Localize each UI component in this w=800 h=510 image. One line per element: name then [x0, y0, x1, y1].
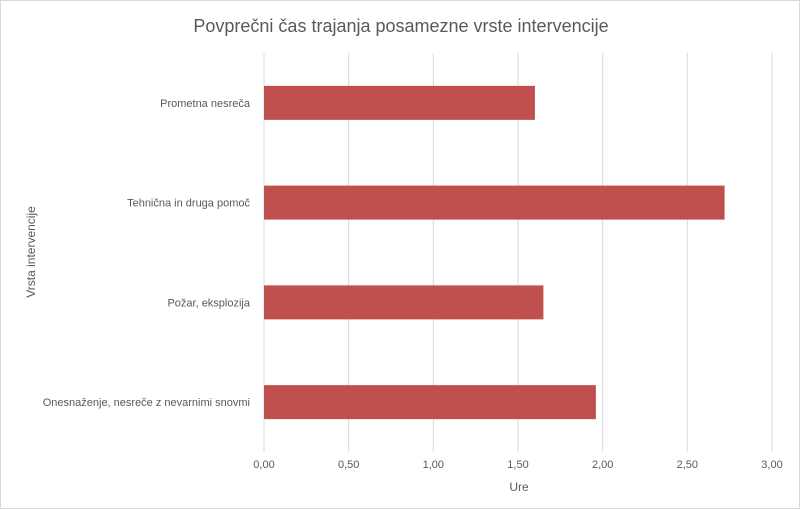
x-tick-label: 2,00 [592, 459, 613, 471]
x-axis-title: Ure [509, 480, 529, 494]
x-tick-label: 2,50 [677, 459, 698, 471]
category-label: Tehnična in druga pomoč [127, 198, 250, 210]
x-tick-label: 0,00 [253, 459, 274, 471]
x-tick-labels: 0,00 0,50 1,00 1,50 2,00 2,50 3,00 [253, 459, 782, 471]
category-label: Prometna nesreča [160, 98, 251, 110]
category-labels: Prometna nesreča Tehnična in druga pomoč P… [43, 98, 251, 409]
x-tick-label: 1,00 [423, 459, 444, 471]
bar [264, 385, 596, 420]
bar [264, 185, 725, 220]
x-tick-label: 1,50 [507, 459, 528, 471]
y-axis-title: Vrsta intervencije [24, 206, 38, 298]
chart-title: Povprečni čas trajanja posamezne vrste i… [193, 16, 608, 36]
bar [264, 85, 535, 120]
category-label: Požar, eksplozija [167, 297, 250, 309]
category-label: Onesnaženje, nesreče z nevarnimi snovmi [43, 397, 250, 409]
x-tick-label: 0,50 [338, 459, 359, 471]
bars [264, 85, 725, 420]
bar [264, 285, 544, 320]
x-tick-label: 3,00 [761, 459, 782, 471]
